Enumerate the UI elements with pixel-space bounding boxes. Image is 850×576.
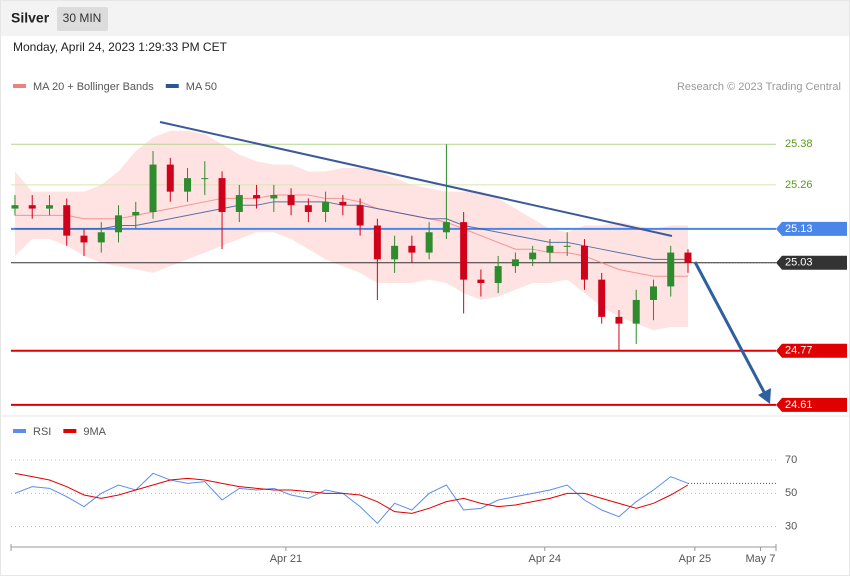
candle-body xyxy=(356,205,364,226)
rsi-line xyxy=(14,472,689,514)
candle-body xyxy=(598,279,606,317)
moving-average xyxy=(14,201,688,260)
arrow-head xyxy=(758,388,771,404)
price-panel: MA 20 + Bollinger Bands MA 50 Research © 2… xyxy=(11,81,847,412)
forecast-arrow xyxy=(693,261,766,393)
candle-body xyxy=(218,178,226,212)
legend-label: MA 20 + Bollinger Bands xyxy=(33,81,154,93)
candle-body xyxy=(184,178,192,192)
candle-body xyxy=(563,245,571,247)
x-tick-label: Apr 24 xyxy=(529,553,561,565)
level-label: 24.61 xyxy=(785,399,813,411)
level-label: 25.03 xyxy=(785,257,813,269)
candle-body xyxy=(632,299,640,324)
candle-body xyxy=(546,245,554,253)
candle-body xyxy=(511,259,519,267)
level-tag xyxy=(776,397,847,412)
candle-body xyxy=(373,225,381,260)
level-label: 24.77 xyxy=(785,345,813,357)
candle-body xyxy=(339,201,347,206)
level-tag xyxy=(776,343,847,358)
x-tick-label: Apr 25 xyxy=(679,553,711,565)
candle-body xyxy=(115,215,123,233)
level-tag xyxy=(776,221,847,236)
candle-body xyxy=(667,252,675,287)
candle-body xyxy=(166,164,174,192)
legend-swatch xyxy=(165,84,179,88)
candle-body xyxy=(149,164,157,212)
candle-body xyxy=(235,195,243,212)
candle-body xyxy=(322,201,330,212)
moving-average xyxy=(14,194,688,277)
timestamp: Monday, April 24, 2023 1:29:33 PM CET xyxy=(13,40,228,54)
instrument-title: Silver xyxy=(11,10,50,26)
candle-body xyxy=(63,205,71,236)
legend-swatch xyxy=(63,429,77,433)
candle-body xyxy=(684,252,692,263)
candle-body xyxy=(580,245,588,280)
header-bar xyxy=(0,0,850,36)
candle-body xyxy=(97,232,105,243)
x-tick-label: May 7 xyxy=(745,553,775,565)
candle-body xyxy=(80,235,88,243)
candle-body xyxy=(408,245,416,253)
candle-body xyxy=(270,195,278,199)
candle-body xyxy=(287,195,295,206)
trend-line xyxy=(159,121,673,237)
rsi-line xyxy=(14,472,689,525)
candle-body xyxy=(615,316,623,324)
candle-body xyxy=(442,222,450,233)
candle-body xyxy=(391,245,399,260)
legend-label: MA 50 xyxy=(186,81,217,93)
legend-label: RSI xyxy=(33,426,51,438)
candle-body xyxy=(132,211,140,216)
y-tick-label: 50 xyxy=(785,487,797,499)
candle-body xyxy=(460,222,468,280)
level-tag xyxy=(776,255,847,270)
candle-body xyxy=(494,266,502,284)
interval[interactable]: 30 MIN xyxy=(63,11,102,25)
candle-body xyxy=(45,205,53,209)
legend-swatch xyxy=(13,429,26,433)
candle-body xyxy=(529,252,537,260)
candle-body xyxy=(253,195,261,199)
level-label: 25.26 xyxy=(785,179,813,191)
candle-body xyxy=(649,286,657,300)
candle-body xyxy=(477,279,485,284)
bollinger-band xyxy=(14,130,688,331)
candle-body xyxy=(28,205,36,209)
y-tick-label: 30 xyxy=(785,521,797,533)
level-label: 25.38 xyxy=(785,138,813,150)
y-tick-label: 70 xyxy=(785,454,797,466)
interval-badge[interactable] xyxy=(57,7,108,31)
candle-body xyxy=(425,232,433,253)
candle-body xyxy=(304,205,312,212)
legend-label: 9MA xyxy=(83,426,106,438)
x-tick-label: Apr 21 xyxy=(270,553,302,565)
legend-swatch xyxy=(13,84,26,88)
candle-body xyxy=(201,178,209,180)
candle-body xyxy=(11,205,19,209)
credit: Research © 2023 Trading Central xyxy=(677,81,841,93)
level-label: 25.13 xyxy=(785,223,813,235)
rsi-panel: RSI 9MA 30 50 70 Apr 21 Apr 24 Apr 25 May 7 xyxy=(10,426,797,565)
